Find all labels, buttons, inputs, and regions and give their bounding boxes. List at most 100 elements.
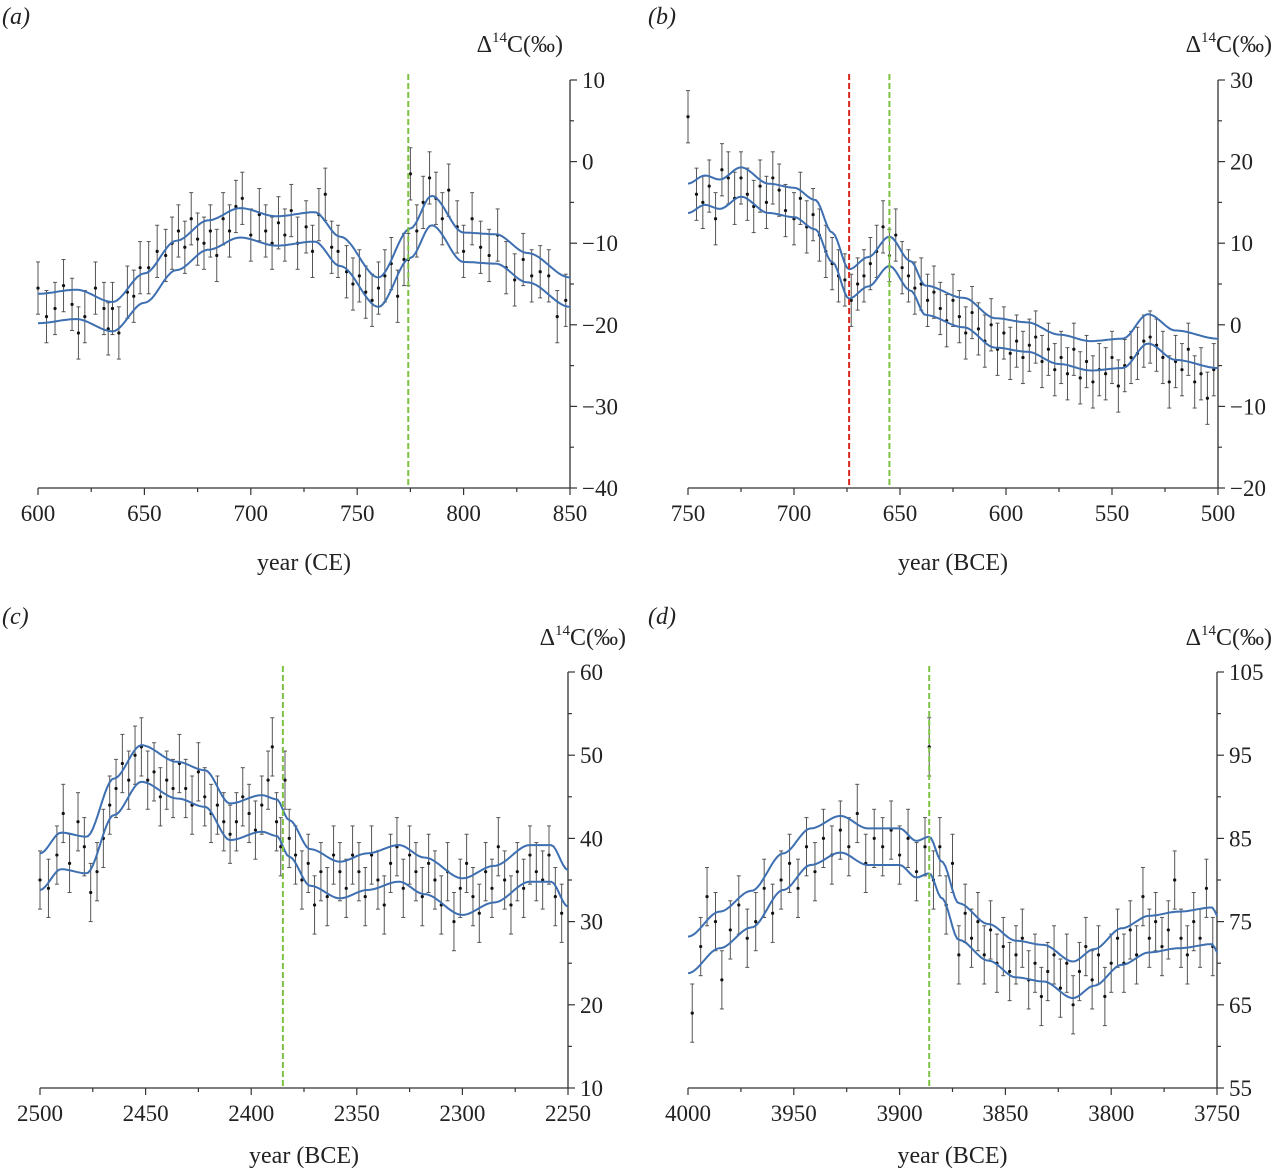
data-point bbox=[811, 213, 815, 217]
data-point bbox=[798, 196, 802, 200]
data-point bbox=[1160, 944, 1164, 949]
data-point bbox=[176, 229, 181, 233]
data-point bbox=[53, 306, 57, 311]
data-point bbox=[728, 928, 732, 932]
data-point bbox=[164, 253, 168, 258]
data-point bbox=[705, 895, 709, 899]
data-point bbox=[1077, 969, 1082, 974]
data-point bbox=[762, 886, 766, 890]
data-point bbox=[350, 853, 355, 857]
x-tick-label: 750 bbox=[340, 501, 375, 526]
data-point bbox=[357, 274, 361, 278]
data-point bbox=[203, 795, 207, 799]
data-point bbox=[196, 237, 200, 241]
data-point bbox=[1193, 380, 1197, 384]
x-tick-label: 700 bbox=[777, 501, 812, 526]
data-point bbox=[957, 953, 961, 957]
data-point bbox=[1058, 986, 1063, 990]
data-point bbox=[241, 795, 245, 799]
upper-curve bbox=[39, 744, 569, 880]
data-point bbox=[215, 253, 219, 258]
x-tick-label: 600 bbox=[989, 501, 1024, 526]
data-point bbox=[319, 870, 323, 874]
data-point bbox=[720, 978, 724, 982]
data-point bbox=[1020, 936, 1024, 940]
data-point bbox=[408, 853, 412, 857]
data-point bbox=[414, 870, 418, 874]
data-point bbox=[46, 886, 51, 890]
data-point bbox=[330, 245, 334, 249]
data-point bbox=[713, 920, 718, 924]
data-point bbox=[117, 331, 121, 335]
data-point bbox=[312, 903, 317, 907]
data-point bbox=[249, 233, 253, 237]
data-point bbox=[452, 920, 456, 924]
data-point bbox=[1096, 953, 1101, 957]
data-point bbox=[427, 861, 431, 865]
data-point bbox=[165, 778, 169, 782]
data-point bbox=[1173, 878, 1177, 882]
data-point bbox=[70, 302, 74, 306]
data-point bbox=[1052, 953, 1056, 957]
y-axis-title: Δ14C(‰) bbox=[1186, 30, 1272, 58]
data-point bbox=[509, 903, 513, 907]
data-point bbox=[1091, 380, 1095, 384]
data-point bbox=[813, 870, 817, 874]
data-point bbox=[325, 895, 329, 899]
lower-curve bbox=[39, 780, 569, 916]
data-point bbox=[110, 306, 115, 311]
data-point bbox=[914, 870, 919, 874]
data-point bbox=[1115, 936, 1120, 940]
y-tick-label: 30 bbox=[580, 910, 603, 935]
data-point bbox=[1015, 339, 1019, 343]
data-point bbox=[701, 200, 705, 204]
data-point bbox=[234, 204, 238, 209]
y-tick-label: −20 bbox=[1230, 476, 1266, 501]
data-point bbox=[906, 274, 911, 278]
data-point bbox=[196, 770, 200, 774]
data-point bbox=[783, 208, 788, 213]
data-point bbox=[1001, 944, 1005, 949]
data-point bbox=[331, 853, 336, 857]
data-point bbox=[1204, 886, 1209, 890]
data-point bbox=[293, 853, 298, 857]
data-point bbox=[503, 878, 507, 882]
x-axis-title: year (CE) bbox=[257, 550, 351, 576]
data-point bbox=[969, 936, 974, 940]
data-point bbox=[208, 229, 212, 233]
data-point bbox=[260, 803, 264, 807]
y-tick-label: 55 bbox=[1229, 1076, 1252, 1101]
data-point bbox=[868, 262, 872, 266]
data-point bbox=[363, 895, 367, 899]
data-point bbox=[1040, 359, 1044, 364]
data-point bbox=[1084, 359, 1089, 364]
y-tick-label: 65 bbox=[1229, 993, 1252, 1018]
y-axis-title: Δ14C(‰) bbox=[1186, 623, 1272, 651]
x-tick-label: 4000 bbox=[665, 1101, 711, 1126]
data-point bbox=[713, 217, 718, 221]
data-point bbox=[1198, 936, 1202, 940]
data-point bbox=[838, 828, 842, 832]
data-point bbox=[1084, 944, 1088, 949]
data-point bbox=[132, 294, 136, 298]
y-axis-title: Δ14C(‰) bbox=[477, 30, 563, 58]
data-point bbox=[396, 294, 400, 298]
x-tick-label: 650 bbox=[127, 501, 162, 526]
data-point bbox=[133, 753, 137, 757]
data-point bbox=[555, 315, 559, 319]
data-point bbox=[323, 192, 327, 196]
data-point bbox=[382, 903, 386, 907]
data-point bbox=[147, 266, 151, 270]
data-point bbox=[415, 229, 419, 233]
data-point bbox=[950, 861, 955, 865]
data-point bbox=[155, 249, 159, 253]
data-point bbox=[1046, 969, 1050, 974]
lower-curve bbox=[37, 224, 571, 333]
upper-curve bbox=[687, 166, 1219, 343]
data-point bbox=[351, 282, 355, 286]
data-point bbox=[862, 274, 866, 278]
data-point bbox=[1034, 335, 1038, 339]
data-point bbox=[306, 861, 310, 865]
x-tick-label: 2400 bbox=[228, 1101, 274, 1126]
data-point bbox=[547, 853, 551, 857]
